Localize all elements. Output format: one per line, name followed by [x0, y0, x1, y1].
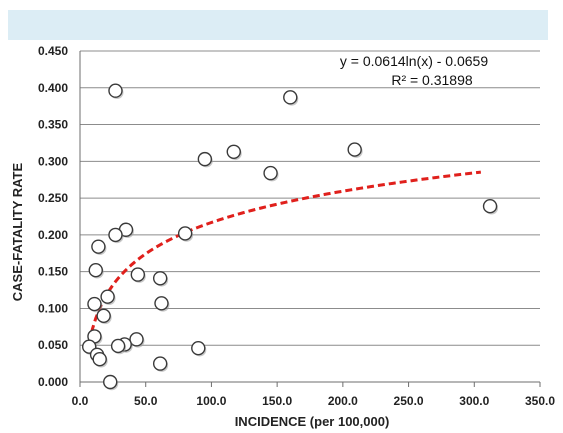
- data-point: [108, 227, 123, 243]
- data-point: [152, 356, 168, 371]
- y-tick-label: 0.400: [38, 81, 68, 95]
- data-point: [129, 332, 144, 347]
- data-point: [191, 340, 206, 356]
- x-tick-label: 150.0: [262, 394, 292, 408]
- header-band: [8, 10, 548, 40]
- data-point: [100, 289, 115, 304]
- data-point: [103, 374, 118, 390]
- gridlines: [80, 50, 540, 346]
- y-tick-labels: 0.000 0.050 0.100 0.150 0.200 0.250 0.300 0.350…: [38, 44, 68, 389]
- data-point: [87, 296, 102, 312]
- data-point: [197, 151, 213, 167]
- data-point: [347, 142, 362, 157]
- data-point: [482, 199, 498, 214]
- data-point: [92, 351, 107, 367]
- data-point: [283, 90, 298, 105]
- x-tick-label: 50.0: [134, 394, 158, 408]
- y-tick-label: 0.350: [38, 118, 68, 132]
- y-tick-label: 0.000: [38, 375, 68, 389]
- y-tick-label: 0.100: [38, 301, 68, 315]
- x-tick-label: 0.0: [72, 394, 89, 408]
- y-tick-label: 0.050: [38, 338, 68, 352]
- data-point: [226, 144, 241, 159]
- x-tick-label: 200.0: [328, 394, 358, 408]
- x-tick-label: 300.0: [459, 394, 489, 408]
- y-tick-label: 0.450: [38, 44, 68, 58]
- y-axis-title: CASE-FATALITY RATE: [10, 162, 25, 301]
- y-tick-label: 0.300: [38, 154, 68, 168]
- data-point: [152, 271, 168, 286]
- r-squared-label: R² = 0.31898: [391, 72, 473, 88]
- trendline-group: [87, 170, 482, 343]
- data-point: [263, 165, 278, 181]
- x-tick-labels: 0.0 50.0 100.0 150.0 200.0 250.0 300.0 350.0: [72, 394, 556, 408]
- y-tick-label: 0.200: [38, 228, 68, 242]
- y-tick-label: 0.150: [38, 265, 68, 279]
- data-point: [110, 338, 126, 354]
- data-points: [81, 83, 499, 391]
- data-point: [88, 262, 103, 278]
- data-point: [177, 226, 193, 241]
- data-point: [108, 83, 123, 98]
- axes: [79, 51, 541, 387]
- trendline-equation: y = 0.0614ln(x) - 0.0659: [340, 53, 488, 69]
- x-axis-title: INCIDENCE (per 100,000): [235, 414, 390, 429]
- trendline: [87, 170, 482, 343]
- data-point: [154, 296, 169, 311]
- x-tick-label: 350.0: [525, 394, 555, 408]
- data-point: [130, 267, 146, 282]
- y-tick-label: 0.250: [38, 191, 68, 205]
- x-tick-label: 100.0: [196, 394, 226, 408]
- data-point: [91, 239, 106, 254]
- data-point: [96, 308, 111, 323]
- x-tick-label: 250.0: [394, 394, 424, 408]
